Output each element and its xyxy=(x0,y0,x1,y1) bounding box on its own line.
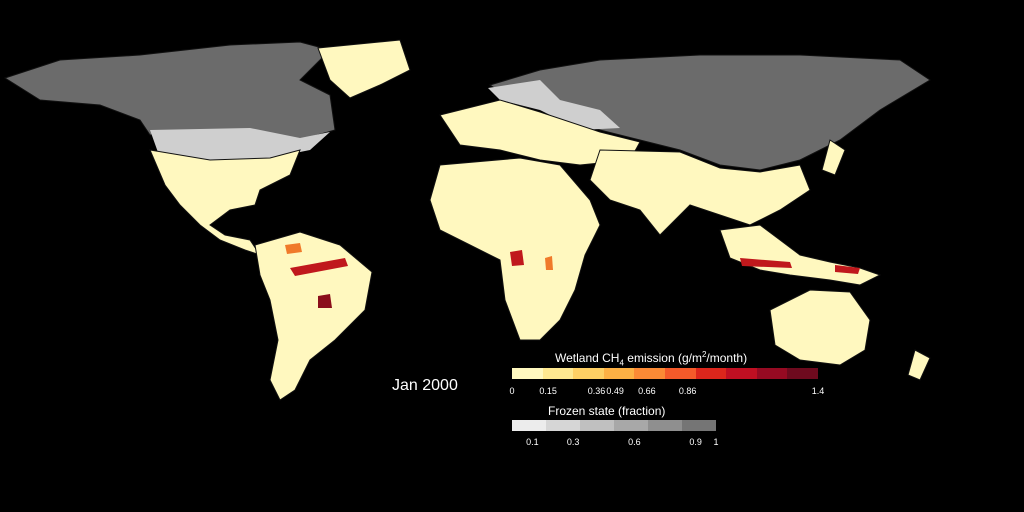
indonesia-wetland xyxy=(740,258,792,268)
ch4-swatch xyxy=(603,368,635,379)
frozen-tick-label: 0.6 xyxy=(628,437,641,447)
frozen-swatch xyxy=(647,420,682,431)
ch4-swatch xyxy=(756,368,788,379)
new-zealand xyxy=(907,349,931,381)
ch4-title-sup: 2 xyxy=(701,350,707,359)
frozen-tick-label: 0.1 xyxy=(526,437,539,447)
new-guinea-wetland xyxy=(835,265,860,274)
ch4-tick-label: 1.4 xyxy=(811,386,825,396)
ch4-tick-label: 0.49 xyxy=(606,386,624,396)
ch4-title-sub: 4 xyxy=(619,358,624,368)
ch4-swatch xyxy=(573,368,604,379)
ch4-swatch xyxy=(542,368,574,379)
africa-wetland-east xyxy=(545,256,553,270)
ch4-tick-label: 0.66 xyxy=(638,386,656,396)
frozen-legend-title: Frozen state (fraction) xyxy=(548,404,666,418)
amazon-wetland xyxy=(290,258,348,276)
ch4-tick-label: 0.86 xyxy=(678,386,697,396)
south-america xyxy=(254,231,373,401)
ch4-swatch xyxy=(695,368,727,379)
north-america-land xyxy=(149,149,301,256)
frozen-colorbar xyxy=(512,420,716,431)
ch4-title-main: Wetland CH xyxy=(555,351,620,365)
asia-land xyxy=(589,149,811,236)
frozen-tick-label: 0.3 xyxy=(566,437,580,447)
scandinavia-snow xyxy=(488,80,620,130)
frozen-swatch xyxy=(681,420,716,431)
frozen-ticks: 0.1 0.3 0.6 0.9 1 xyxy=(512,437,719,449)
japan xyxy=(821,139,846,176)
australia xyxy=(769,289,871,366)
ch4-colorbar xyxy=(512,368,818,379)
frozen-swatch xyxy=(579,420,614,431)
ch4-swatch xyxy=(664,368,696,379)
ch4-ticks: 0 0.15 0.36 0.49 0.66 0.86 1.4 xyxy=(509,386,824,398)
southeast-asia xyxy=(719,224,882,286)
pantanal-wetland xyxy=(318,294,332,308)
ch4-legend-title: Wetland CH4 emission (g/m2/month) xyxy=(555,350,747,367)
ch4-title-rest-b: /month) xyxy=(706,351,748,365)
ch4-swatch xyxy=(787,368,818,379)
frozen-swatch xyxy=(613,420,648,431)
orinoco-wetland xyxy=(285,243,302,254)
frozen-swatch xyxy=(512,420,546,431)
frozen-swatch xyxy=(545,420,580,431)
frozen-tick-label: 1 xyxy=(713,437,719,447)
ch4-tick-label: 0 xyxy=(509,386,515,396)
date-label: Jan 2000 xyxy=(392,377,458,394)
ch4-title-rest-a: emission (g/m xyxy=(623,351,702,365)
ch4-swatch xyxy=(634,368,665,379)
frozen-tick-label: 0.9 xyxy=(689,437,702,447)
north-america-snow xyxy=(150,128,330,160)
congo-wetland xyxy=(510,250,524,266)
africa xyxy=(429,157,601,341)
ch4-swatch xyxy=(512,368,543,379)
ch4-tick-label: 0.36 xyxy=(587,386,606,396)
greenland xyxy=(317,39,411,99)
ch4-swatch xyxy=(726,368,757,379)
ch4-tick-label: 0.15 xyxy=(539,386,557,396)
north-america-frozen xyxy=(3,41,336,141)
